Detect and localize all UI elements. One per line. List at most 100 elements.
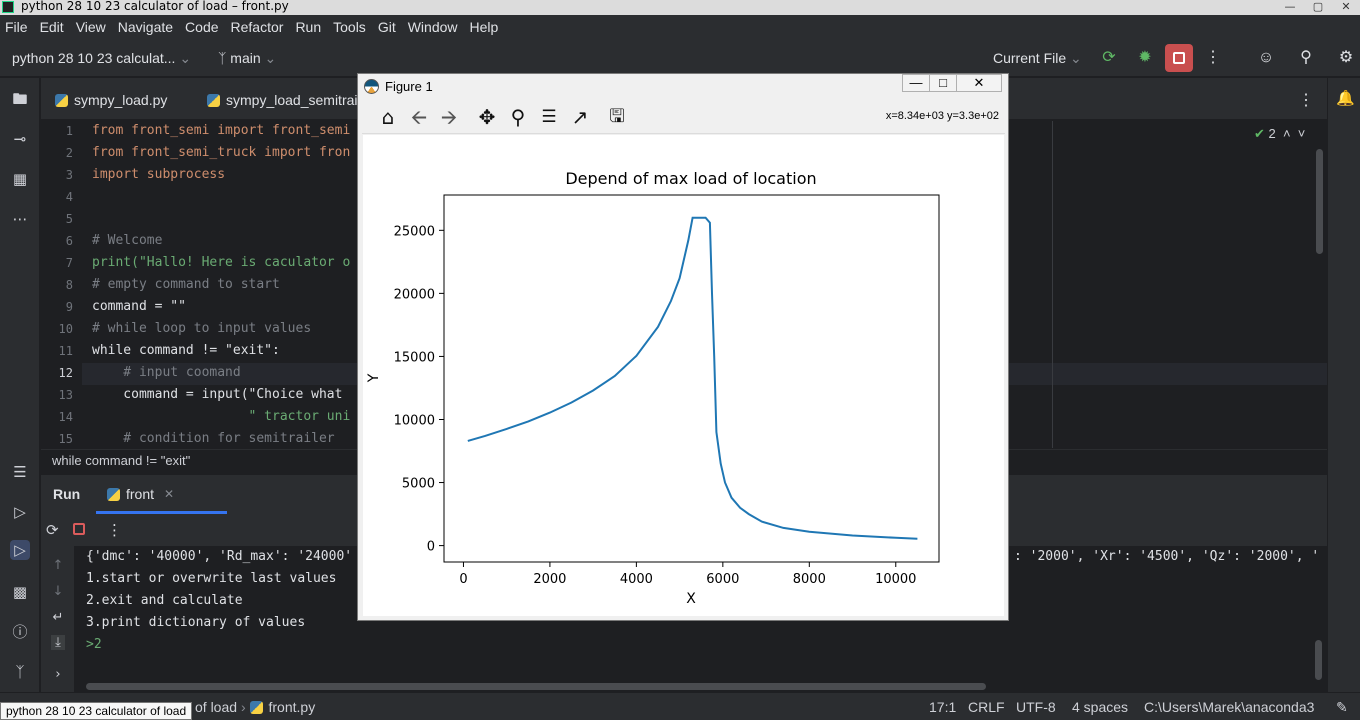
cursor-coordinates: x=8.34e+03 y=3.3e+02 <box>885 110 999 122</box>
console-line: 2.exit and calculate <box>86 593 243 608</box>
menu-view[interactable]: View <box>75 19 106 35</box>
code-line: import subprocess <box>92 167 226 182</box>
maximize-window-button[interactable]: ▢ <box>1312 0 1324 13</box>
expand-icon[interactable]: › <box>55 667 61 682</box>
tab-run-front[interactable]: front ✕ <box>107 486 174 502</box>
project-folder-icon[interactable]: 🖿 <box>12 90 28 108</box>
line-separator[interactable]: CRLF <box>968 699 1005 715</box>
pan-icon[interactable]: ✥ <box>478 105 496 129</box>
figure-window[interactable]: Figure 1 — □ ✕ ⌂ 🡨 🡪 ✥ ⚲ ☰ ↗ 🖫 x=8.34e+0… <box>357 73 1009 621</box>
stop-icon[interactable] <box>1165 44 1193 72</box>
line-number: 4 <box>65 190 73 204</box>
debug-icon[interactable]: ✹ <box>1138 49 1152 66</box>
rerun-icon[interactable]: ⟳ <box>1102 49 1116 66</box>
arrow-down-icon[interactable]: ↓ <box>52 584 64 599</box>
gear-icon[interactable]: ⚙ <box>1338 49 1354 66</box>
stop-icon[interactable] <box>73 523 85 535</box>
menu-window[interactable]: Window <box>407 19 458 35</box>
console-line: : '2000', 'Xr': '4500', 'Qz': '2000', ' <box>1014 549 1320 564</box>
menu-git[interactable]: Git <box>377 19 396 35</box>
y-tick-label: 15000 <box>394 350 435 365</box>
save-icon[interactable]: 🖫 <box>609 106 625 127</box>
minimize-window-button[interactable]: — <box>1284 0 1296 13</box>
console-side-toolbar: ↑ ↓ ↵ ⤓ › <box>41 546 74 692</box>
file-encoding[interactable]: UTF-8 <box>1016 699 1056 715</box>
check-icon: ✔ <box>1254 126 1265 141</box>
branch-selector[interactable]: ᛉ main ⌄ <box>218 50 277 66</box>
git-icon[interactable]: ᛉ <box>15 663 25 681</box>
run-config-selector[interactable]: Current File ⌄ <box>993 50 1082 66</box>
code-line: # Welcome <box>92 233 163 248</box>
line-number: 8 <box>65 278 73 292</box>
menu-refactor[interactable]: Refactor <box>230 19 284 35</box>
y-tick-label: 0 <box>427 540 435 555</box>
caret-position[interactable]: 17:1 <box>929 699 957 715</box>
figure-title-bar[interactable]: Figure 1 — □ ✕ <box>358 74 1008 99</box>
y-tick-label: 5000 <box>402 477 435 492</box>
menu-tools[interactable]: Tools <box>333 19 366 35</box>
python-file-icon <box>55 93 68 107</box>
home-icon[interactable]: ⌂ <box>381 105 395 129</box>
indent-setting[interactable]: 4 spaces <box>1072 699 1129 715</box>
more-vertical-icon[interactable]: ⋮ <box>107 521 122 539</box>
status-breadcrumb[interactable]: of load › front.py <box>195 699 316 715</box>
menu-run[interactable]: Run <box>295 19 322 35</box>
line-number: 11 <box>58 344 73 358</box>
y-tick-label: 10000 <box>394 413 435 428</box>
right-tool-strip: 🔔 <box>1327 78 1360 692</box>
close-window-button[interactable]: ✕ <box>1341 0 1351 13</box>
user-icon[interactable]: ☺ <box>1257 49 1275 66</box>
scroll-to-end-icon[interactable]: ⤓ <box>51 635 65 650</box>
x-tick-label: 0 <box>459 572 467 587</box>
search-icon[interactable]: ⚲ <box>1300 49 1312 66</box>
rerun-icon[interactable]: ⟳ <box>46 521 59 539</box>
menu-help[interactable]: Help <box>469 19 499 35</box>
inspection-widget[interactable]: ✔ 2 ˄ ˅ <box>1254 126 1306 141</box>
y-tick-label: 25000 <box>394 224 435 239</box>
more-vertical-icon[interactable]: ⋮ <box>1205 49 1221 66</box>
subplots-icon[interactable]: ☰ <box>541 107 557 127</box>
menu-file[interactable]: File <box>5 19 28 35</box>
right-margin-guide <box>1052 121 1053 448</box>
close-icon[interactable]: ✕ <box>164 487 175 501</box>
notifications-bell-icon[interactable]: 🔔 <box>1336 89 1355 107</box>
chevron-down-icon: ⌄ <box>264 50 277 66</box>
figure-maximize-button[interactable]: □ <box>929 74 957 92</box>
layers-icon[interactable]: ☰ <box>13 463 27 481</box>
menu-edit[interactable]: Edit <box>39 19 64 35</box>
arrow-up-icon[interactable]: ↑ <box>52 558 64 573</box>
figure-close-button[interactable]: ✕ <box>956 74 1002 92</box>
python-interpreter[interactable]: C:\Users\Marek\anaconda3 <box>1144 699 1315 715</box>
project-selector[interactable]: python 28 10 23 calculat... ⌄ <box>12 50 192 66</box>
commit-icon[interactable]: ⊸ <box>13 130 27 148</box>
menu-code[interactable]: Code <box>185 19 219 35</box>
editor-scrollbar[interactable] <box>1316 149 1323 254</box>
figure-minimize-button[interactable]: — <box>902 74 930 92</box>
line-number: 10 <box>58 322 73 336</box>
services-icon[interactable]: ▷ <box>14 503 26 521</box>
problems-icon[interactable]: ⓘ <box>12 623 28 641</box>
taskbar-tooltip: python 28 10 23 calculator of load <box>0 702 193 720</box>
figure-canvas[interactable]: Depend of max load of location 0 2000 4000… <box>363 135 1004 616</box>
line-number: 1 <box>65 124 73 138</box>
code-line: # empty command to start <box>92 277 280 292</box>
tab-sympy-load[interactable]: sympy_load.py <box>55 92 167 108</box>
more-vertical-icon[interactable]: ⋮ <box>1298 92 1314 109</box>
more-horizontal-icon[interactable]: ⋯ <box>12 210 28 228</box>
forward-icon[interactable]: 🡪 <box>440 105 458 129</box>
edit-icon[interactable]: ✎ <box>1336 699 1348 715</box>
soft-wrap-icon[interactable]: ↵ <box>52 610 64 625</box>
python-file-icon <box>207 93 220 107</box>
console-horizontal-scrollbar[interactable] <box>86 683 986 690</box>
code-line: from front_semi import front_semi <box>92 123 351 138</box>
structure-icon[interactable]: ▦ <box>12 170 28 188</box>
tab-sympy-load-semitrailer[interactable]: sympy_load_semitrail <box>207 92 361 108</box>
zoom-icon[interactable]: ⚲ <box>510 105 526 129</box>
back-icon[interactable]: 🡨 <box>410 105 428 129</box>
console-vertical-scrollbar[interactable] <box>1315 640 1322 680</box>
axes-edit-icon[interactable]: ↗ <box>571 105 589 129</box>
run-tool-icon[interactable]: ▷ <box>10 540 30 560</box>
menu-navigate[interactable]: Navigate <box>117 19 174 35</box>
terminal-icon[interactable]: ▩ <box>12 583 28 601</box>
x-tick-label: 4000 <box>620 572 653 587</box>
